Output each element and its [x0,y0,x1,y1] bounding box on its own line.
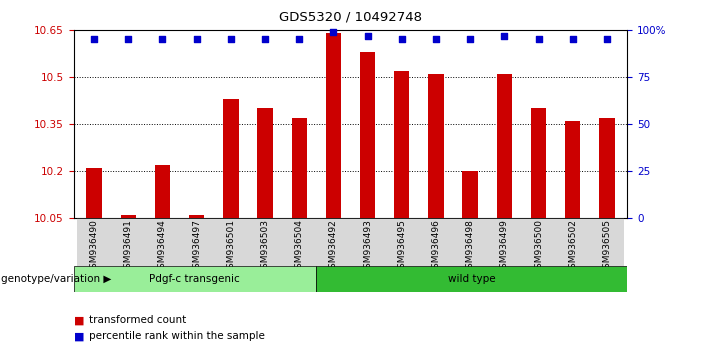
Bar [463,171,478,218]
Bar [522,218,556,266]
Bar [453,218,487,266]
Point [328,29,339,35]
Bar [487,218,522,266]
Text: GSM936494: GSM936494 [158,219,167,274]
Point [88,37,100,42]
Bar [496,74,512,218]
Text: GSM936504: GSM936504 [294,219,304,274]
Text: transformed count: transformed count [89,315,186,325]
Point [259,37,271,42]
Bar [179,218,214,266]
Bar [419,218,453,266]
Text: GSM936500: GSM936500 [534,219,543,274]
Bar [350,218,385,266]
Bar [385,218,419,266]
Bar [531,108,546,218]
Text: GSM936495: GSM936495 [397,219,407,274]
Text: genotype/variation ▶: genotype/variation ▶ [1,274,111,284]
Text: GSM936491: GSM936491 [124,219,132,274]
Bar [248,218,282,266]
Point [533,37,544,42]
Bar [326,33,341,218]
Text: GSM936503: GSM936503 [261,219,270,274]
Text: GSM936492: GSM936492 [329,219,338,274]
Bar [556,218,590,266]
Bar [428,74,444,218]
Text: GSM936496: GSM936496 [431,219,440,274]
Bar [155,165,170,218]
Text: ■: ■ [74,331,84,341]
Bar [121,215,136,218]
Point [157,37,168,42]
Text: wild type: wild type [448,274,496,284]
Text: GSM936501: GSM936501 [226,219,236,274]
Text: GSM936502: GSM936502 [569,219,577,274]
Bar [316,266,627,292]
Bar [214,218,248,266]
Point [191,37,203,42]
Text: ■: ■ [74,315,84,325]
Bar [394,71,409,218]
Text: GSM936499: GSM936499 [500,219,509,274]
Point [294,37,305,42]
Text: Pdgf-c transgenic: Pdgf-c transgenic [149,274,240,284]
Bar [111,218,145,266]
Text: GSM936505: GSM936505 [602,219,611,274]
Bar [257,108,273,218]
Bar [282,218,316,266]
Point [465,37,476,42]
Point [396,37,407,42]
Point [601,37,613,42]
Text: percentile rank within the sample: percentile rank within the sample [89,331,265,341]
Bar [565,121,580,218]
Text: GDS5320 / 10492748: GDS5320 / 10492748 [279,11,422,24]
Bar [86,168,102,218]
Bar [316,218,350,266]
Point [225,37,236,42]
Bar [590,218,624,266]
Text: GSM936490: GSM936490 [90,219,99,274]
Text: GSM936498: GSM936498 [465,219,475,274]
Point [362,33,373,39]
Bar [223,99,238,218]
Text: GSM936493: GSM936493 [363,219,372,274]
Point [123,37,134,42]
Bar [77,218,111,266]
Point [430,37,442,42]
Bar [292,118,307,218]
Bar [360,52,375,218]
Bar [599,118,615,218]
Point [498,33,510,39]
Point [567,37,578,42]
Bar [189,215,205,218]
Text: GSM936497: GSM936497 [192,219,201,274]
Bar [145,218,179,266]
Bar [74,266,316,292]
